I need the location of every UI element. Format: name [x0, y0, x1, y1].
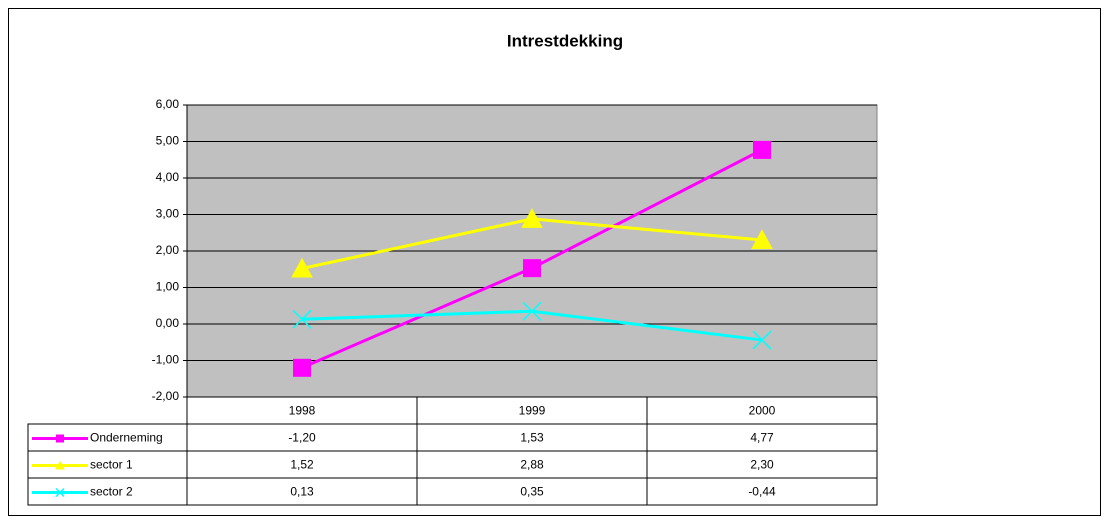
marker [753, 140, 771, 159]
marker [523, 259, 541, 278]
legend-label: sector 2 [90, 485, 133, 499]
table-value: 2,88 [520, 458, 544, 472]
x-tick-label: 1999 [519, 404, 546, 418]
marker [292, 309, 312, 329]
y-tick-label: -2,00 [152, 389, 180, 403]
marker [291, 257, 313, 278]
table-value: 2,30 [750, 458, 774, 472]
y-tick-label: 2,00 [156, 243, 180, 257]
table-value: 0,35 [520, 485, 544, 499]
y-tick-label: 6,00 [156, 97, 180, 111]
table-value: 1,53 [520, 431, 544, 445]
marker [522, 301, 542, 321]
table-value: -1,20 [288, 431, 316, 445]
marker [751, 229, 773, 250]
y-tick-label: 4,00 [156, 170, 180, 184]
legend-label: Onderneming [90, 431, 163, 445]
table-value: 4,77 [750, 431, 774, 445]
table-value: 0,13 [290, 485, 314, 499]
marker [521, 208, 543, 228]
marker [293, 358, 311, 377]
table-value: 1,52 [290, 458, 314, 472]
marker [56, 434, 64, 443]
y-tick-label: 0,00 [156, 316, 180, 330]
chart-title: Intrestdekking [507, 31, 623, 50]
y-tick-label: 5,00 [156, 134, 180, 148]
x-tick-label: 2000 [749, 404, 776, 418]
y-tick-label: 1,00 [156, 280, 180, 294]
y-tick-label: 3,00 [156, 207, 180, 221]
x-tick-label: 1998 [289, 404, 316, 418]
marker [55, 487, 65, 498]
marker [752, 330, 772, 350]
marker [55, 460, 65, 470]
y-tick-label: -1,00 [152, 353, 180, 367]
legend-label: sector 1 [90, 458, 133, 472]
table-value: -0,44 [748, 485, 776, 499]
